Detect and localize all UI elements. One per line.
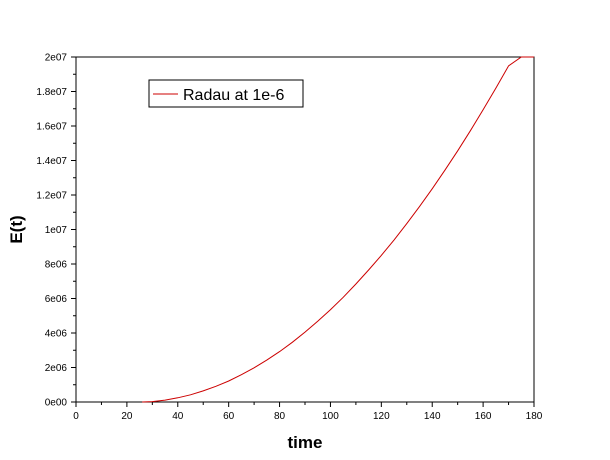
series-line-0 — [142, 56, 534, 403]
series-layer — [142, 56, 534, 403]
y-tick-label: 1.4e07 — [36, 156, 67, 167]
legend: Radau at 1e-6 — [148, 79, 304, 108]
y-tick-label: 1.8e07 — [36, 87, 67, 98]
x-tick-label: 20 — [121, 411, 133, 422]
x-tick-label: 180 — [526, 411, 543, 422]
x-tick-label: 60 — [223, 411, 235, 422]
x-tick-label: 100 — [322, 411, 339, 422]
y-tick-label: 0e00 — [45, 398, 68, 409]
legend-label-radau: Radau at 1e-6 — [183, 87, 285, 104]
y-tick-label: 1.2e07 — [36, 191, 67, 202]
x-tick-label: 0 — [73, 411, 79, 422]
y-tick-label: 1.6e07 — [36, 122, 67, 133]
y-tick-label: 4e06 — [45, 329, 68, 340]
x-axis-title: time — [288, 433, 323, 452]
y-tick-label: 2e06 — [45, 363, 68, 374]
y-tick-label: 1e07 — [45, 225, 68, 236]
y-axis-ticks: 0e00 2e06 4e06 6e06 8e06 1e07 1.2e07 1.4e07 1.6e… — [36, 53, 76, 409]
x-tick-label: 140 — [424, 411, 441, 422]
y-tick-label: 2e07 — [45, 53, 68, 64]
x-tick-label: 80 — [274, 411, 286, 422]
x-tick-label: 160 — [475, 411, 492, 422]
y-tick-label: 6e06 — [45, 294, 68, 305]
x-axis-ticks: 0 20 40 60 80 100 120 140 160 180 — [73, 402, 543, 422]
y-tick-label: 8e06 — [45, 260, 68, 271]
x-tick-label: 40 — [172, 411, 184, 422]
y-axis-title: E(t) — [7, 215, 26, 243]
x-tick-label: 120 — [373, 411, 390, 422]
